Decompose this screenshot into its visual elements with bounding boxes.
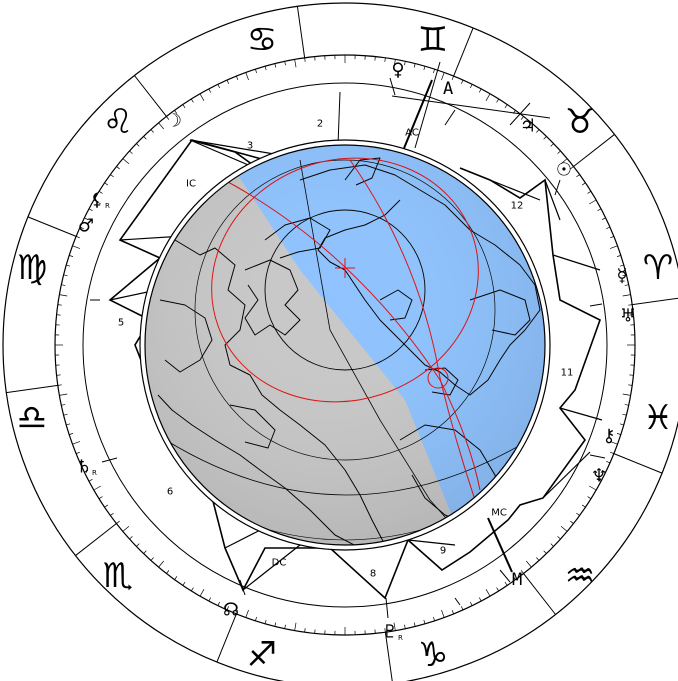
sign-pisces-icon: ♓	[643, 398, 673, 438]
globe	[139, 139, 551, 551]
planet-mars-icon: ♂	[78, 216, 94, 237]
planet-neptune-icon: ♆	[591, 466, 607, 487]
house-label-11: 11	[561, 368, 574, 379]
house-label-9: 9	[440, 546, 446, 557]
planet-saturn-retrograde: R	[92, 469, 97, 477]
house-cusps	[90, 61, 606, 619]
house-label-DC: DC	[272, 558, 287, 569]
sign-scorpio-icon: ♏	[103, 556, 133, 596]
house-labels: 2 3 IC 5 6 DC 8 9 MC 11 12 AC	[118, 119, 574, 580]
planet-moon-icon: ☽	[166, 111, 182, 132]
house-label-IC: IC	[186, 179, 196, 190]
sign-virgo-icon: ♍	[17, 248, 47, 288]
planet-sun-icon: ☉	[556, 160, 572, 181]
house-label-2: 2	[317, 119, 323, 130]
planet-lilith-icon: ⚸	[90, 190, 103, 211]
house-label-MC: MC	[491, 508, 507, 519]
mc-label: M	[512, 570, 522, 590]
sign-cancer-icon: ♋	[247, 20, 277, 60]
sign-gemini-icon: ♊	[418, 20, 448, 60]
house-label-12: 12	[511, 201, 524, 212]
planet-jupiter-icon: ♃	[520, 116, 536, 137]
house-label-6: 6	[167, 487, 173, 498]
planet-glyphs: ☽♀♃☉☿♅⚷♆♇ R☊♄ R♂⚸ R	[76, 60, 636, 643]
sign-aries-icon: ♈	[643, 248, 673, 288]
house-label-AC: AC	[405, 128, 419, 139]
planet-mercury-icon: ☿	[616, 266, 627, 287]
degree-ticks	[55, 55, 635, 635]
house-label-5: 5	[118, 318, 124, 329]
planet-venus-icon: ♀	[391, 60, 404, 81]
planet-pluto-retrograde: R	[398, 634, 403, 642]
sign-libra-icon: ♎	[17, 398, 47, 438]
planet-north-node-icon: ☊	[223, 600, 239, 621]
planet-saturn-icon: ♄	[76, 457, 92, 478]
sign-capricorn-icon: ♑	[418, 635, 448, 675]
sign-sagittarius-icon: ♐	[247, 635, 277, 675]
house-label-8: 8	[370, 569, 376, 580]
sign-glyphs: ♋ ♊ ♉ ♈ ♓ ♒ ♑ ♐ ♏ ♎ ♍ ♌	[17, 20, 673, 675]
house-label-3: 3	[247, 141, 253, 152]
planet-chiron-icon: ⚷	[602, 426, 615, 447]
sign-taurus-icon: ♉	[565, 102, 595, 142]
sign-aquarius-icon: ♒	[565, 556, 595, 596]
sign-leo-icon: ♌	[103, 102, 133, 142]
planet-pluto-icon: ♇	[382, 622, 398, 643]
planet-lilith-retrograde: R	[105, 202, 110, 210]
sign-dividers	[6, 6, 678, 681]
planet-uranus-icon: ♅	[620, 306, 636, 327]
asc-label: A	[443, 79, 453, 99]
